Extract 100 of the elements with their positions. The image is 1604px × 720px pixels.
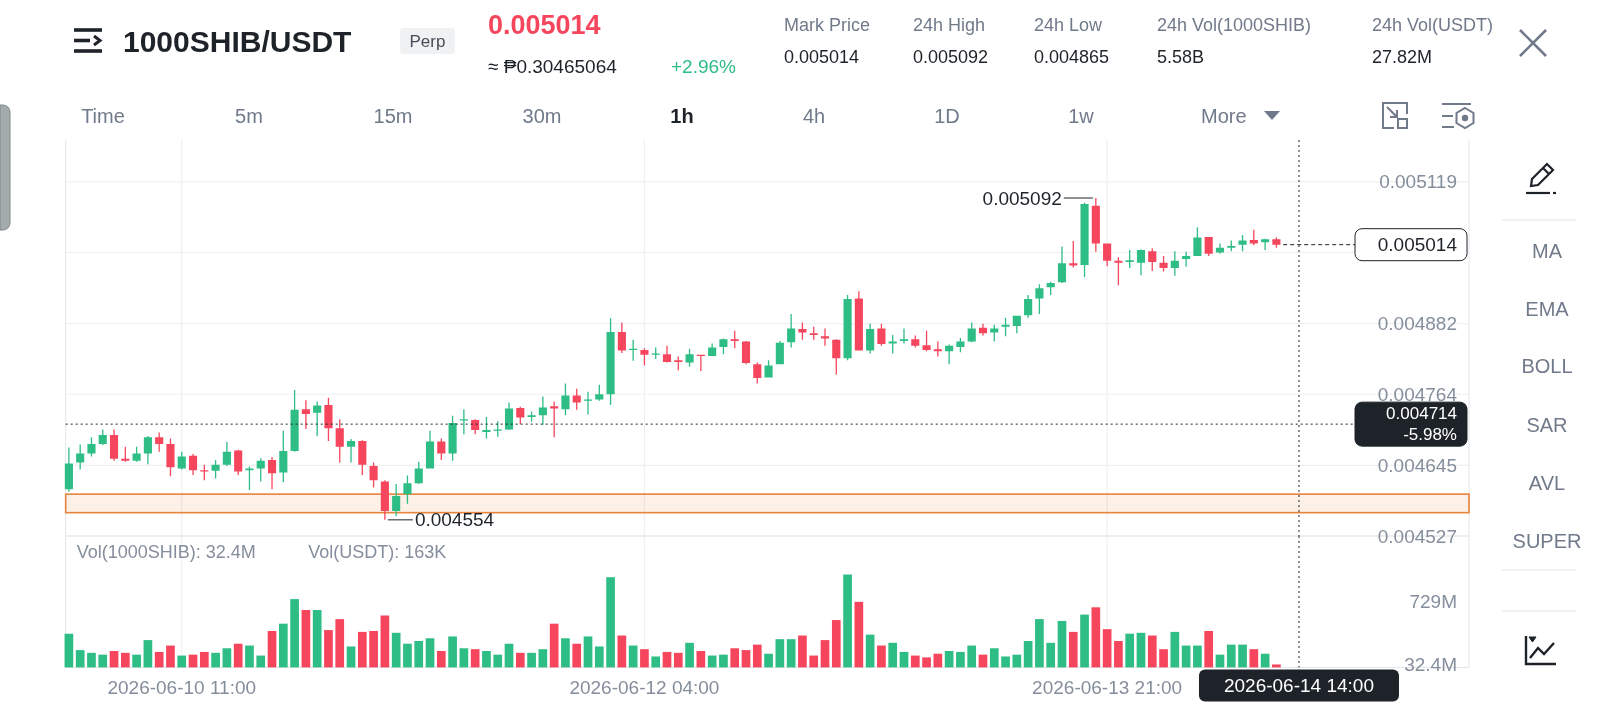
text: 27.82M bbox=[1372, 47, 1433, 67]
bar bbox=[177, 655, 187, 668]
candlestick bbox=[1182, 251, 1191, 267]
text: Time bbox=[81, 105, 125, 127]
candlestick bbox=[267, 457, 277, 490]
bar bbox=[87, 652, 96, 668]
bar bbox=[1147, 635, 1157, 668]
bar bbox=[594, 646, 604, 668]
bar bbox=[617, 635, 627, 668]
bar bbox=[1102, 629, 1112, 668]
bar bbox=[538, 649, 548, 668]
candlestick bbox=[561, 383, 570, 416]
bar bbox=[324, 630, 333, 668]
bar bbox=[1159, 649, 1168, 668]
bar bbox=[1012, 654, 1022, 668]
candlestick bbox=[143, 436, 152, 465]
candlestick bbox=[1057, 246, 1067, 283]
bar bbox=[719, 654, 728, 668]
bar bbox=[1046, 642, 1056, 668]
text: SUPER bbox=[1512, 530, 1582, 552]
bar bbox=[922, 657, 931, 668]
bar bbox=[696, 651, 706, 668]
candlestick bbox=[1272, 237, 1281, 248]
bar bbox=[730, 648, 740, 668]
bar bbox=[843, 574, 852, 668]
bar bbox=[256, 655, 266, 668]
bar bbox=[369, 630, 378, 668]
bar bbox=[278, 623, 288, 668]
bar bbox=[1035, 619, 1044, 668]
text: Mark Price bbox=[784, 15, 871, 35]
bar bbox=[414, 640, 424, 668]
candlestick bbox=[1238, 235, 1247, 252]
bar bbox=[346, 646, 356, 668]
x-tick-label: 2026-06-12 04:00 bbox=[569, 676, 720, 698]
bar bbox=[685, 642, 694, 668]
bar bbox=[1249, 649, 1259, 668]
bar bbox=[786, 639, 796, 668]
bar bbox=[549, 623, 559, 668]
candlestick bbox=[583, 391, 593, 415]
bar bbox=[448, 636, 457, 668]
bar bbox=[1204, 630, 1214, 668]
bar bbox=[425, 638, 435, 668]
candlestick bbox=[820, 328, 830, 346]
bar bbox=[572, 643, 582, 668]
bar bbox=[854, 601, 864, 668]
bar bbox=[1001, 656, 1010, 668]
annotation: Vol(USDT): 163K bbox=[308, 542, 447, 562]
text: 1000SHIB/USDT bbox=[123, 24, 352, 58]
ref-line-label: 0.005014 bbox=[1377, 234, 1458, 256]
candlestick bbox=[346, 439, 356, 463]
text: 24h Vol(1000SHIB) bbox=[1157, 15, 1312, 35]
candlestick bbox=[64, 447, 73, 492]
candlestick bbox=[301, 400, 310, 429]
bar bbox=[673, 652, 683, 668]
text: 5m bbox=[235, 105, 263, 127]
y-tick-label: 0.004645 bbox=[1377, 454, 1457, 476]
bar bbox=[98, 654, 108, 668]
candlestick bbox=[978, 323, 988, 336]
text: 24h Low bbox=[1034, 15, 1104, 35]
y-tick-label: 0.005119 bbox=[1379, 171, 1457, 193]
y-tick-label: 0.004882 bbox=[1377, 313, 1457, 335]
bar bbox=[132, 654, 141, 668]
bar bbox=[583, 636, 593, 668]
bar bbox=[1193, 645, 1202, 668]
text: 15m bbox=[373, 105, 413, 127]
bar bbox=[1080, 614, 1089, 668]
bar bbox=[143, 640, 153, 668]
candlestick bbox=[538, 396, 547, 425]
bar bbox=[640, 649, 649, 668]
candlestick bbox=[1080, 202, 1089, 277]
candlestick bbox=[572, 388, 581, 410]
bar bbox=[75, 650, 85, 668]
candlestick bbox=[696, 354, 705, 371]
bar bbox=[64, 633, 74, 668]
bar bbox=[1226, 644, 1236, 668]
bar bbox=[120, 652, 130, 668]
annotation: 0.004554 bbox=[414, 509, 495, 531]
bar bbox=[459, 648, 469, 668]
bar bbox=[752, 644, 762, 668]
text: SAR bbox=[1526, 414, 1568, 436]
text: 0.005092 bbox=[913, 47, 989, 67]
bar bbox=[651, 656, 661, 668]
bar bbox=[877, 645, 886, 668]
bar bbox=[910, 655, 920, 668]
y-tick-label: 32.4M bbox=[1404, 653, 1457, 675]
y-tick-label: 0.004527 bbox=[1377, 525, 1457, 547]
candlestick bbox=[132, 446, 141, 462]
y-tick-label: 729M bbox=[1409, 590, 1457, 612]
candlestick bbox=[866, 323, 875, 354]
bar bbox=[1114, 640, 1123, 668]
bar bbox=[820, 640, 830, 668]
bar bbox=[944, 651, 954, 668]
bar bbox=[199, 651, 209, 668]
bar bbox=[1136, 632, 1146, 668]
text: 24h Vol(USDT) bbox=[1372, 15, 1494, 35]
bar bbox=[1272, 664, 1281, 668]
text: BOLL bbox=[1521, 355, 1573, 377]
candlestick bbox=[787, 314, 796, 348]
text: 5.58B bbox=[1157, 47, 1205, 67]
bar bbox=[403, 643, 412, 668]
